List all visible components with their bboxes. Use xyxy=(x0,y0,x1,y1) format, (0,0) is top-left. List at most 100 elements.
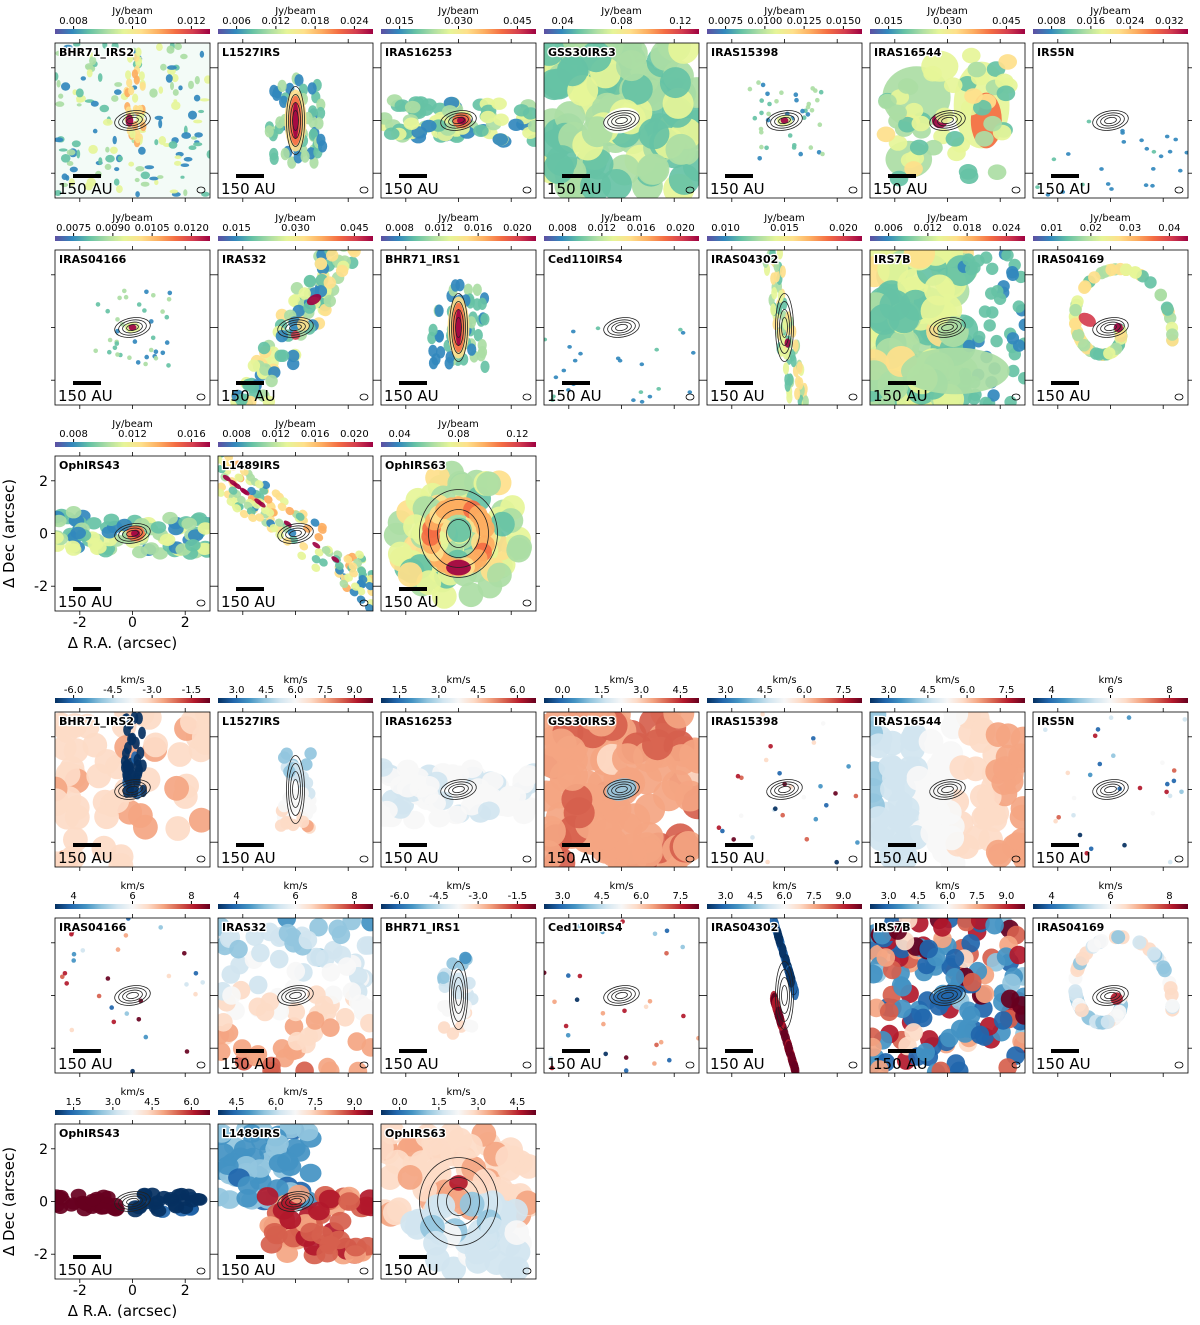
emission-blob xyxy=(544,970,547,976)
emission-blob xyxy=(311,563,321,572)
scale-bar xyxy=(399,843,427,847)
emission-blob xyxy=(455,308,462,347)
emission-blob xyxy=(1144,146,1150,151)
emission-blob xyxy=(239,509,249,519)
emission-blob xyxy=(91,835,117,861)
emission-blob xyxy=(198,109,205,114)
emission-blob xyxy=(86,517,102,530)
panel-velocity-ced110irs4: km/s 3.0 4.5 6.0 7.5 Ced110IRS4 150 AU xyxy=(540,881,703,1077)
y-axis-label: Δ Dec (arcsec) xyxy=(0,1147,18,1256)
emission-blob xyxy=(877,370,909,402)
scale-bar xyxy=(725,174,753,178)
scale-bar-label: 150 AU xyxy=(873,387,928,405)
map-image xyxy=(218,250,373,405)
colorbar-unit: km/s xyxy=(935,675,959,686)
colorbar-tick-label: 0.0150 xyxy=(826,16,861,27)
emission-blob xyxy=(154,179,159,186)
beam-ellipse xyxy=(196,1061,206,1069)
emission-blob xyxy=(527,119,536,133)
colorbar-tick-label: 6.0 xyxy=(183,1097,199,1108)
emission-blob xyxy=(1112,1004,1127,1019)
colorbar-tick-label: 0.012 xyxy=(118,429,147,440)
emission-blob xyxy=(342,918,361,931)
continuum-contour xyxy=(937,114,958,127)
map-image xyxy=(381,918,536,1073)
emission-blob xyxy=(480,1190,506,1216)
beam-ellipse xyxy=(685,393,695,401)
scale-bar-label: 150 AU xyxy=(1036,849,1091,867)
continuum-contour xyxy=(122,321,143,334)
emission-blob xyxy=(318,1057,337,1073)
emission-blob xyxy=(647,394,653,399)
emission-blob xyxy=(246,507,256,516)
colorbar-tick-label: 6.0 xyxy=(509,685,525,696)
beam-ellipse xyxy=(359,1061,369,1069)
emission-blob xyxy=(170,81,174,91)
emission-blob xyxy=(672,831,699,862)
colorbar-unit: km/s xyxy=(772,881,796,892)
continuum-contour xyxy=(285,989,306,1002)
map-image xyxy=(55,918,210,1073)
emission-blob xyxy=(945,948,965,968)
scale-bar-label: 150 AU xyxy=(873,180,928,198)
emission-blob xyxy=(904,102,924,119)
continuum-contour xyxy=(937,989,958,1002)
emission-blob xyxy=(140,171,150,180)
emission-blob xyxy=(102,43,108,49)
emission-blob xyxy=(317,525,327,534)
emission-blob xyxy=(621,73,653,105)
scale-bar-label: 150 AU xyxy=(547,387,602,405)
emission-blob xyxy=(664,928,670,934)
emission-blob xyxy=(262,395,276,405)
y-tick-label: 2 xyxy=(39,1142,48,1158)
emission-blob xyxy=(105,154,115,163)
source-name: IRAS15398 xyxy=(711,46,778,59)
y-tick-label: 0 xyxy=(39,1195,48,1211)
panel-velocity-iras04169: km/s 4 6 8 IRAS04169 150 AU xyxy=(1029,881,1192,1077)
emission-blob xyxy=(1100,1014,1115,1029)
emission-blob xyxy=(348,562,358,571)
emission-blob xyxy=(1015,1006,1025,1025)
scale-bar-label: 150 AU xyxy=(58,1261,113,1279)
continuum-contour xyxy=(290,102,301,139)
colorbar-tick-label: 6 xyxy=(129,891,135,902)
emission-blob xyxy=(1035,185,1040,190)
emission-blob xyxy=(566,973,571,978)
map-image xyxy=(870,250,1025,405)
emission-blob xyxy=(338,1192,361,1211)
emission-blob xyxy=(154,139,159,146)
emission-blob xyxy=(172,89,179,96)
emission-blob xyxy=(1173,137,1178,142)
map-image xyxy=(544,43,699,198)
emission-blob xyxy=(64,804,90,830)
emission-blob xyxy=(218,1190,241,1209)
emission-blob xyxy=(1111,753,1116,758)
emission-blob xyxy=(457,1133,483,1159)
scale-bar-label: 150 AU xyxy=(1036,180,1091,198)
emission-blob xyxy=(267,1134,289,1153)
emission-blob xyxy=(1121,140,1127,144)
continuum-contour xyxy=(292,110,299,131)
emission-blob xyxy=(1074,1003,1089,1018)
emission-blob xyxy=(623,1055,629,1060)
continuum-contour xyxy=(615,991,628,1000)
emission-blob xyxy=(337,957,357,976)
colorbar-unit: km/s xyxy=(446,1087,470,1098)
emission-blob xyxy=(1143,183,1149,188)
emission-blob xyxy=(975,984,995,1004)
scale-bar-label: 150 AU xyxy=(710,180,765,198)
panel-velocity-iras32: km/s 4 6 8 IRAS32 150 AU xyxy=(214,881,377,1077)
emission-blob xyxy=(144,354,149,360)
emission-blob xyxy=(987,389,1000,402)
emission-blob xyxy=(924,139,943,156)
scale-bar-label: 150 AU xyxy=(221,1055,276,1073)
emission-blob xyxy=(735,773,741,779)
map-image xyxy=(544,918,699,1073)
beam-ellipse xyxy=(196,186,206,194)
emission-blob xyxy=(1007,364,1020,378)
emission-blob xyxy=(1167,793,1173,799)
emission-blob xyxy=(870,806,891,831)
source-name: OphIRS43 xyxy=(59,459,120,472)
emission-blob xyxy=(473,329,483,342)
emission-blob xyxy=(126,78,133,88)
